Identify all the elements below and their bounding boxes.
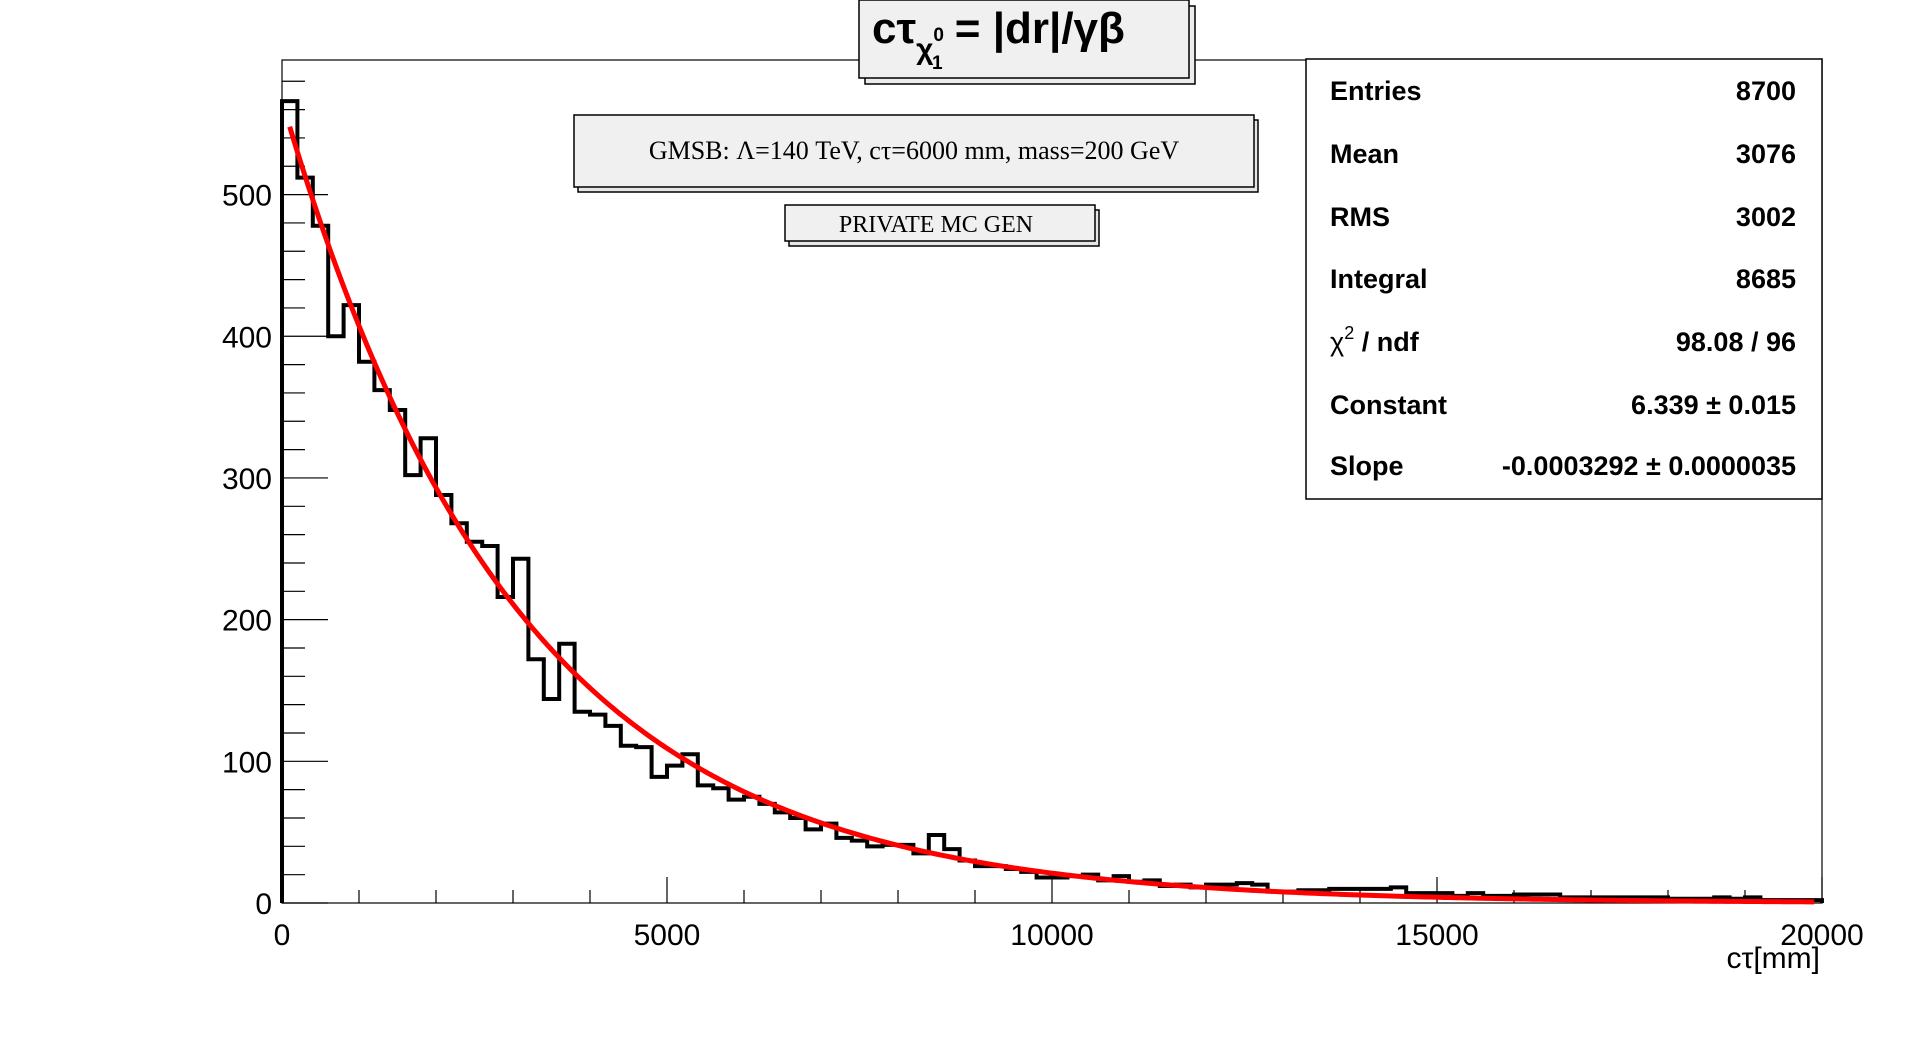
stats-box: Entries 8700 Mean 3076 RMS 3002 Integral… [1305, 58, 1823, 500]
stats-label-constant: Constant [1330, 390, 1447, 420]
y-tick-labels: 0 100 200 300 400 500 [222, 180, 272, 921]
x-tick-labels: 0 5000 10000 15000 20000 [274, 919, 1864, 952]
chart-title: cτχ0 1 = |dr|/γβ [872, 4, 1125, 74]
y-tick-label: 500 [222, 180, 272, 213]
y-tick-label: 200 [222, 605, 272, 638]
stats-label-integral: Integral [1330, 264, 1428, 294]
y-tick-label: 300 [222, 463, 272, 496]
stats-value-mean: 3076 [1736, 139, 1796, 169]
y-tick-label: 400 [222, 321, 272, 354]
x-tick-label: 10000 [1010, 919, 1093, 952]
stats-label-mean: Mean [1330, 139, 1399, 169]
axis-ticks [281, 80, 1823, 904]
stats-label-rms: RMS [1330, 202, 1390, 232]
x-tick-label: 5000 [634, 919, 701, 952]
stats-value-constant: 6.339 ± 0.015 [1631, 390, 1796, 420]
x-tick-label: 0 [274, 919, 291, 952]
y-tick-label: 100 [222, 746, 272, 779]
stats-value-integral: 8685 [1736, 264, 1796, 294]
stats-label-slope: Slope [1330, 451, 1404, 481]
fit-curve [287, 126, 1815, 905]
annotation-box-private: PRIVATE MC GEN [784, 204, 1100, 247]
stats-label-chi2: χ2 / ndf [1330, 323, 1420, 357]
title-box: cτχ0 1 = |dr|/γβ [858, 0, 1196, 85]
x-tick-label: 20000 [1780, 919, 1863, 952]
y-tick-label: 0 [255, 888, 272, 921]
stats-value-chi2: 98.08 / 96 [1676, 327, 1796, 357]
stats-value-slope: -0.0003292 ± 0.0000035 [1502, 451, 1796, 481]
x-tick-label: 15000 [1395, 919, 1478, 952]
stats-value-rms: 3002 [1736, 202, 1796, 232]
annotation-model-text: GMSB: Λ=140 TeV, cτ=6000 mm, mass=200 Ge… [649, 136, 1180, 165]
stats-label-entries: Entries [1330, 76, 1422, 106]
annotation-box-model: GMSB: Λ=140 TeV, cτ=6000 mm, mass=200 Ge… [573, 114, 1259, 193]
x-axis-label: cτ[mm] [1726, 942, 1820, 975]
stats-value-entries: 8700 [1736, 76, 1796, 106]
annotation-private-text: PRIVATE MC GEN [839, 212, 1033, 238]
